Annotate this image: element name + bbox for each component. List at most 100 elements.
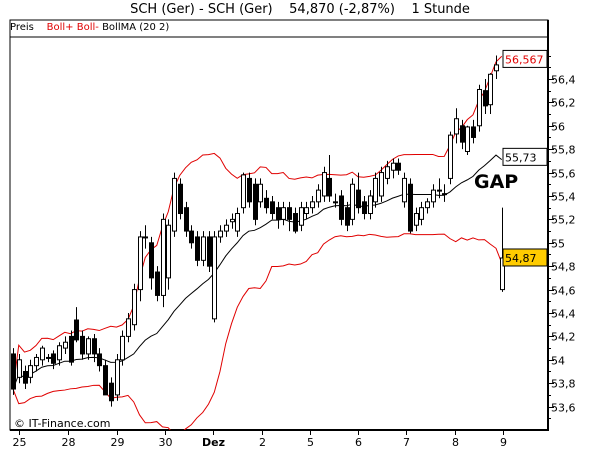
y-tick-label: 54,2 <box>551 331 576 344</box>
candle-up <box>120 335 125 361</box>
value-label: 56,567 <box>505 53 544 66</box>
candle-up <box>350 183 355 220</box>
candle-up <box>46 356 51 359</box>
value-label-box <box>502 248 548 267</box>
candle-down <box>103 365 108 396</box>
candle-up <box>333 201 338 204</box>
value-label: 54,87 <box>505 252 537 265</box>
x-tick-label: 30 <box>159 436 173 449</box>
y-tick-label: 54,8 <box>551 261 576 274</box>
candle-down <box>207 236 212 267</box>
candle-down <box>293 213 298 232</box>
candle-down <box>270 201 275 215</box>
candle-up <box>40 347 45 361</box>
y-tick-label: 53,8 <box>551 378 576 391</box>
candle-down <box>97 353 102 367</box>
candle-up <box>172 177 177 232</box>
candle-up <box>437 189 442 192</box>
candle-down <box>74 319 79 341</box>
candle-down <box>276 207 281 220</box>
candle-down <box>247 177 252 203</box>
candle-down <box>339 195 344 220</box>
y-tick-label: 54,6 <box>551 285 576 298</box>
candle-up <box>385 166 390 179</box>
candle-down <box>264 197 269 209</box>
candle-down <box>195 236 200 261</box>
candle-down <box>396 162 401 171</box>
candle-up <box>310 201 315 209</box>
candle-up <box>258 183 263 203</box>
x-tick-label: 6 <box>355 436 362 449</box>
legend-boll-lower: Boll- <box>76 22 99 33</box>
candle-up <box>115 359 120 396</box>
y-tick-label: 55,6 <box>551 168 576 181</box>
candle-up <box>488 73 493 106</box>
candle-up <box>454 118 459 135</box>
bollinger-upper-band <box>12 55 503 390</box>
candle-up <box>448 134 453 179</box>
y-tick-label: 56 <box>551 121 565 134</box>
candle-down <box>356 189 361 209</box>
candle-up <box>230 218 235 223</box>
gap-annotation: GAP <box>474 171 518 193</box>
legend: Preis Boll+ Boll- BollMA (20 2) <box>10 22 169 33</box>
candle-down <box>80 335 85 355</box>
copyright-label: © IT-Finance.com <box>14 417 111 430</box>
candle-up <box>235 213 240 232</box>
y-tick-label: 54,4 <box>551 308 576 321</box>
legend-price: Preis <box>10 22 34 33</box>
candle-up <box>322 172 327 197</box>
candle-up <box>138 236 143 291</box>
x-tick-label: 2 <box>259 436 266 449</box>
candle-down <box>362 201 367 215</box>
candle-down <box>327 177 332 197</box>
candle-down <box>155 271 160 296</box>
candle-up <box>201 236 206 261</box>
candle-up <box>431 189 436 203</box>
candle-down <box>189 230 194 244</box>
candle-up <box>166 224 171 279</box>
y-tick-label: 54 <box>551 355 565 368</box>
legend-boll-upper: Boll+ <box>46 22 74 33</box>
candle-up <box>419 207 424 220</box>
candle-up <box>414 213 419 226</box>
candle-up <box>368 195 373 215</box>
candle-up <box>299 207 304 226</box>
candle-up <box>17 359 22 378</box>
y-tick-label: 56,4 <box>551 74 576 87</box>
candle-up <box>316 189 321 203</box>
candle-up <box>28 365 33 378</box>
value-label-box <box>502 147 548 166</box>
candle-down <box>51 353 56 364</box>
y-tick-label: 53,6 <box>551 402 576 415</box>
candle-up <box>241 174 246 209</box>
candle-down <box>109 382 114 402</box>
x-tick-label: 29 <box>111 436 125 449</box>
candle-up <box>34 356 39 367</box>
candle-up <box>63 341 68 349</box>
candle-up <box>218 230 223 238</box>
candle-up <box>391 162 396 171</box>
candle-down <box>178 183 183 215</box>
x-tick-label: 5 <box>307 436 314 449</box>
bollinger-lower-band <box>12 233 503 430</box>
chart-title: SCH (Ger) - SCH (Ger) 54,870 (-2,87%) 1 … <box>130 2 470 17</box>
candle-up <box>442 193 447 196</box>
x-tick-label: 28 <box>62 436 76 449</box>
candle-down <box>23 370 28 384</box>
y-tick-label: 55 <box>551 238 565 251</box>
candle-up <box>86 338 91 355</box>
candle-down <box>460 125 465 143</box>
candle-down <box>184 207 189 232</box>
candle-up <box>373 177 378 203</box>
x-tick-label: 25 <box>13 436 27 449</box>
candle-up <box>143 236 148 239</box>
candle-down <box>69 335 74 363</box>
x-tick-label: 7 <box>403 436 410 449</box>
y-tick-label: 55,2 <box>551 214 576 227</box>
candle-up <box>281 207 286 220</box>
y-tick-label: 55,8 <box>551 144 576 157</box>
candle-up <box>402 177 407 203</box>
value-label: 55,73 <box>505 151 537 164</box>
